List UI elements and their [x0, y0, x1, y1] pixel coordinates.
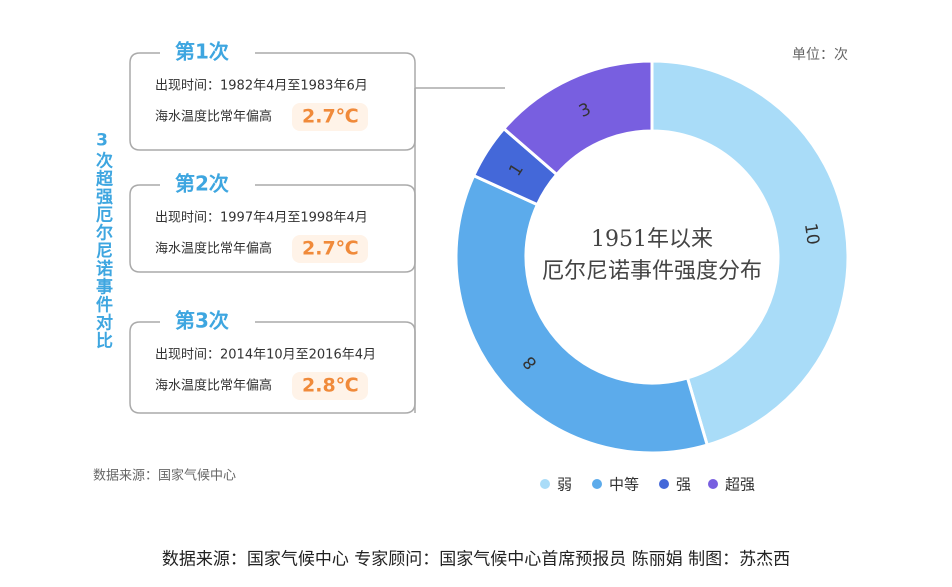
- center-title: 1951年以来: [591, 227, 713, 252]
- card-period: 出现时间：1982年4月至1983年6月: [155, 79, 368, 94]
- legend-label: 超强: [725, 476, 755, 494]
- legend-marker: [540, 479, 550, 489]
- donut-segment: [454, 173, 710, 455]
- card-temp-label: 海水温度比常年偏高: [155, 241, 272, 257]
- card-period: 出现时间：1997年4月至1998年4月: [155, 211, 368, 226]
- panel-title: 3次超强厄尔尼诺事件对比: [92, 131, 113, 350]
- card-temp-label: 海水温度比常年偏高: [155, 109, 272, 125]
- legend-label: 中等: [609, 476, 639, 494]
- value-label: 10: [800, 222, 823, 246]
- legend-marker: [659, 479, 669, 489]
- card-heading: 第1次: [175, 40, 229, 64]
- card-temp-label: 海水温度比常年偏高: [155, 378, 272, 394]
- legend-marker: [592, 479, 602, 489]
- legend-label: 弱: [557, 476, 572, 494]
- temp-bg: [292, 235, 368, 263]
- donut-segment: [501, 59, 654, 177]
- donut-segment: [650, 59, 850, 447]
- center-title: 厄尔尼诺事件强度分布: [542, 259, 762, 284]
- card-heading: 第3次: [175, 309, 229, 333]
- card-heading: 第2次: [175, 172, 229, 196]
- temp-bg: [292, 103, 368, 131]
- legend-label: 强: [676, 476, 691, 494]
- card-border: [129, 184, 416, 273]
- unit-label: 单位：次: [792, 47, 848, 63]
- legend-marker: [708, 479, 718, 489]
- footer: 数据来源：国家气候中心 专家顾问：国家气候中心首席预报员 陈丽娟 制图：苏杰西: [162, 550, 790, 570]
- card-temp: 2.7℃: [302, 238, 359, 260]
- card-border: [129, 52, 416, 151]
- source: 数据来源：国家气候中心: [93, 468, 236, 484]
- card-temp: 2.8℃: [302, 375, 359, 397]
- temp-bg: [292, 372, 368, 400]
- card-border: [129, 321, 416, 414]
- card-temp: 2.7℃: [302, 106, 359, 128]
- card-period: 出现时间：2014年10月至2016年4月: [155, 348, 376, 363]
